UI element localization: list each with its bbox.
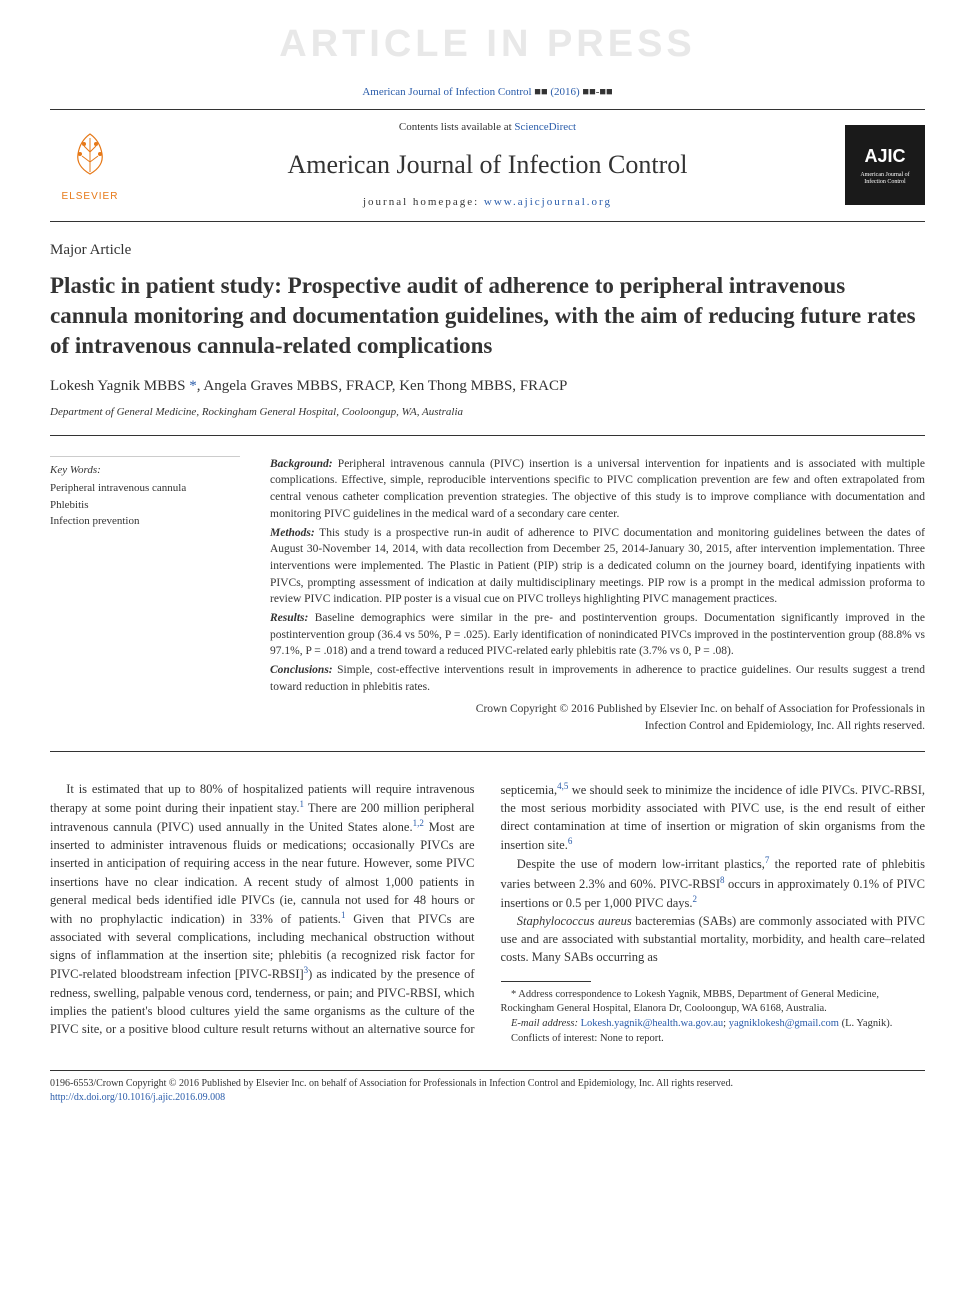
article-type: Major Article: [50, 240, 925, 261]
elsevier-tree-icon: [60, 126, 120, 186]
ref-link[interactable]: 2: [693, 894, 698, 904]
abstract-conclusions-label: Conclusions:: [270, 664, 333, 676]
authors-line: Lokesh Yagnik MBBS *, Angela Graves MBBS…: [50, 376, 925, 397]
conflicts-line: Conflicts of interest: None to report.: [501, 1032, 926, 1047]
abstract-copyright: Crown Copyright © 2016 Published by Else…: [270, 701, 925, 734]
keyword-item: Peripheral intravenous cannula: [50, 480, 240, 497]
homepage-link[interactable]: www.ajicjournal.org: [484, 196, 612, 208]
abstract-block: Key Words: Peripheral intravenous cannul…: [50, 456, 925, 752]
article-content: Major Article Plastic in patient study: …: [50, 222, 925, 1047]
elsevier-label: ELSEVIER: [62, 190, 119, 204]
email-link-2[interactable]: yagniklokesh@gmail.com: [729, 1018, 839, 1029]
citation-line: American Journal of Infection Control ■■…: [0, 81, 975, 108]
footnote-separator: [501, 981, 591, 982]
elsevier-logo[interactable]: ELSEVIER: [50, 120, 130, 210]
journal-name: American Journal of Infection Control: [150, 147, 825, 183]
corr-address: * Address correspondence to Lokesh Yagni…: [501, 988, 926, 1017]
ref-link[interactable]: 1,2: [413, 818, 424, 828]
citation-vol: ■■: [534, 86, 547, 98]
abstract-results-label: Results:: [270, 612, 308, 624]
body-text: It is estimated that up to 80% of hospit…: [50, 780, 925, 1047]
abstract-conclusions: Simple, cost-effective interventions res…: [270, 664, 925, 693]
keywords-heading: Key Words:: [50, 463, 240, 478]
author-rest: , Angela Graves MBBS, FRACP, Ken Thong M…: [197, 378, 568, 394]
header-center: Contents lists available at ScienceDirec…: [130, 120, 845, 211]
footer-copyright: 0196-6553/Crown Copyright © 2016 Publish…: [50, 1070, 925, 1105]
species-name: Staphylococcus aureus: [517, 914, 632, 928]
footnotes: * Address correspondence to Lokesh Yagni…: [501, 988, 926, 1047]
abstract-results: Baseline demographics were similar in th…: [270, 612, 925, 657]
abstract-methods: This study is a prospective run-in audit…: [270, 527, 925, 606]
email-line: E-mail address: Lokesh.yagnik@health.wa.…: [501, 1017, 926, 1032]
issn-copyright: 0196-6553/Crown Copyright © 2016 Publish…: [50, 1078, 733, 1089]
email-link-1[interactable]: Lokesh.yagnik@health.wa.gov.au: [581, 1018, 724, 1029]
citation-year: (2016): [550, 86, 579, 98]
citation-journal: American Journal of Infection Control: [362, 86, 531, 98]
sciencedirect-link[interactable]: ScienceDirect: [514, 121, 576, 133]
ajic-logo[interactable]: AJIC American Journal ofInfection Contro…: [845, 125, 925, 205]
contents-prefix: Contents lists available at: [399, 121, 514, 133]
article-title: Plastic in patient study: Prospective au…: [50, 271, 925, 361]
body-para-3: Staphylococcus aureus bacteremias (SABs)…: [501, 912, 926, 966]
keywords-column: Key Words: Peripheral intravenous cannul…: [50, 456, 240, 735]
body-para-2: Despite the use of modern low-irritant p…: [501, 854, 926, 912]
keyword-item: Phlebitis: [50, 497, 240, 514]
watermark-banner: ARTICLE IN PRESS: [0, 0, 975, 81]
ajic-subtitle: American Journal ofInfection Control: [860, 172, 909, 186]
journal-header: ELSEVIER Contents lists available at Sci…: [50, 109, 925, 222]
ref-link[interactable]: 6: [568, 836, 573, 846]
abstract-bg-label: Background:: [270, 458, 333, 470]
contents-available: Contents lists available at ScienceDirec…: [150, 120, 825, 135]
abstract-methods-label: Methods:: [270, 527, 315, 539]
abstract-bg: Peripheral intravenous cannula (PIVC) in…: [270, 458, 925, 520]
doi-link[interactable]: http://dx.doi.org/10.1016/j.ajic.2016.09…: [50, 1092, 225, 1103]
citation-pages: ■■-■■: [582, 86, 612, 98]
keyword-item: Infection prevention: [50, 513, 240, 530]
ajic-abbrev: AJIC: [864, 144, 905, 169]
journal-homepage: journal homepage: www.ajicjournal.org: [150, 195, 825, 210]
abstract-text: Background: Peripheral intravenous cannu…: [270, 456, 925, 735]
affiliation: Department of General Medicine, Rockingh…: [50, 405, 925, 435]
corr-author-link[interactable]: *: [189, 378, 197, 394]
ref-link[interactable]: 4,5: [557, 781, 568, 791]
homepage-prefix: journal homepage:: [363, 196, 484, 208]
author-1: Lokesh Yagnik MBBS: [50, 378, 189, 394]
